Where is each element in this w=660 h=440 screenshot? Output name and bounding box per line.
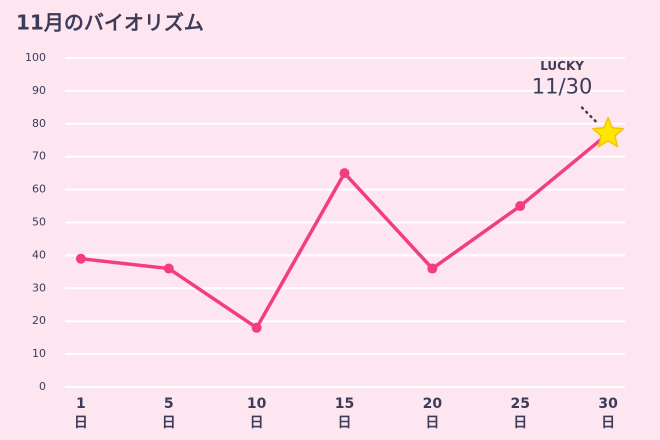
point bbox=[427, 263, 438, 274]
highlight-star bbox=[592, 116, 625, 148]
x-unit-label: 日 bbox=[338, 415, 352, 431]
x-unit-label: 日 bbox=[162, 415, 176, 431]
point bbox=[75, 253, 86, 264]
x-unit-label: 日 bbox=[513, 415, 527, 431]
y-tick-label: 10 bbox=[32, 347, 46, 360]
y-tick-label: 50 bbox=[32, 216, 46, 229]
x-tick-label: 1 bbox=[76, 396, 86, 412]
x-tick-label: 15 bbox=[335, 396, 354, 412]
y-tick-label: 40 bbox=[32, 248, 46, 261]
annotation-text: 11/30 bbox=[532, 75, 593, 99]
y-tick-label: 70 bbox=[32, 150, 46, 163]
x-tick-label: 20 bbox=[423, 396, 443, 412]
y-tick-label: 20 bbox=[32, 314, 46, 327]
x-tick-label: 25 bbox=[510, 396, 529, 412]
chart-title: 11月のバイオリズム bbox=[16, 11, 204, 35]
y-tick-label: 90 bbox=[32, 84, 46, 97]
annotation-dots bbox=[580, 106, 600, 125]
point bbox=[515, 201, 526, 212]
x-unit-label: 日 bbox=[74, 415, 88, 431]
annotation-label: LUCKY bbox=[540, 59, 584, 73]
y-tick-label: 80 bbox=[32, 117, 46, 130]
x-unit-label: 日 bbox=[250, 415, 264, 431]
point bbox=[339, 168, 350, 179]
x-tick-label: 10 bbox=[247, 396, 267, 412]
x-tick-label: 5 bbox=[164, 396, 174, 412]
x-unit-label: 日 bbox=[601, 415, 615, 431]
x-tick-label: 30 bbox=[598, 396, 618, 412]
y-tick-label: 100 bbox=[25, 51, 46, 64]
y-tick-label: 30 bbox=[32, 281, 46, 294]
y-tick-label: 60 bbox=[32, 183, 46, 196]
point bbox=[251, 322, 262, 333]
point bbox=[163, 263, 174, 274]
x-unit-label: 日 bbox=[425, 415, 439, 431]
y-tick-label: 0 bbox=[39, 380, 46, 393]
